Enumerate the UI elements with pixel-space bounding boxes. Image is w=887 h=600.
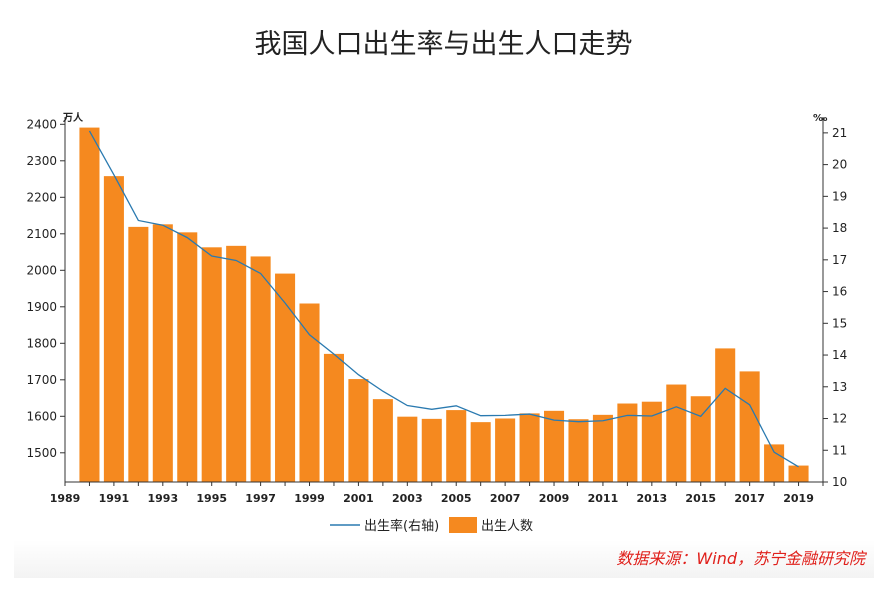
left-tick-label: 1900	[26, 300, 57, 314]
bar-2017	[739, 371, 760, 482]
left-tick-label: 1500	[26, 446, 57, 460]
bar-2005	[446, 410, 467, 482]
x-tick-label: 2009	[539, 492, 570, 505]
legend-births: 出生人数	[481, 519, 533, 534]
bar-1994	[177, 232, 198, 482]
bar-1998	[275, 273, 296, 482]
bar-1990	[79, 127, 100, 482]
bar-1999	[299, 303, 320, 482]
right-tick-label: 12	[832, 412, 847, 426]
left-tick-label: 1600	[26, 409, 57, 423]
x-tick-label: 2013	[637, 492, 668, 505]
right-tick-label: 11	[832, 443, 847, 457]
x-tick-label: 1993	[147, 492, 178, 505]
bar-2016	[715, 348, 736, 482]
right-axis-unit: ‰	[813, 113, 828, 124]
right-tick-label: 14	[832, 348, 847, 362]
bar-1995	[201, 247, 222, 482]
right-tick-label: 21	[832, 126, 847, 140]
bar-1991	[103, 176, 124, 482]
left-tick-label: 1800	[26, 336, 57, 350]
left-tick-label: 2400	[26, 117, 57, 131]
right-tick-label: 20	[832, 158, 847, 172]
right-tick-label: 17	[832, 253, 847, 267]
bar-2002	[372, 399, 393, 482]
bar-2013	[641, 401, 662, 482]
bar-1997	[250, 256, 271, 482]
x-tick-label: 2015	[685, 492, 716, 505]
x-tick-label: 1991	[99, 492, 130, 505]
bar-1992	[128, 226, 149, 482]
chart-title: 我国人口出生率与出生人口走势	[254, 29, 633, 60]
bar-2000	[323, 353, 344, 482]
x-tick-label: 2001	[343, 492, 374, 505]
bar-2001	[348, 379, 369, 482]
right-tick-label: 18	[832, 221, 847, 235]
x-tick-label: 2007	[490, 492, 521, 505]
bar-1996	[226, 245, 247, 482]
right-tick-label: 13	[832, 380, 847, 394]
bar-2011	[592, 414, 613, 482]
bar-2019	[788, 465, 809, 482]
x-tick-label: 1999	[294, 492, 325, 505]
bar-2018	[764, 444, 785, 482]
bar-2012	[617, 403, 638, 482]
x-tick-label: 1997	[245, 492, 276, 505]
x-tick-label: 2003	[392, 492, 423, 505]
bar-2006	[470, 422, 491, 482]
left-tick-label: 2200	[26, 190, 57, 204]
x-tick-label: 2011	[588, 492, 619, 505]
x-tick-label: 2005	[441, 492, 472, 505]
left-axis-unit: 万人	[62, 111, 84, 124]
bar-2007	[495, 418, 516, 482]
birth-rate-line	[88, 130, 799, 468]
bar-1993	[152, 224, 173, 482]
bar-2003	[397, 416, 418, 482]
x-tick-label: 1989	[50, 492, 81, 505]
right-tick-label: 10	[832, 475, 847, 489]
x-tick-label: 2019	[783, 492, 814, 505]
legend-bar-swatch	[449, 517, 477, 533]
footer-shadow	[14, 540, 874, 578]
bar-2015	[690, 396, 711, 482]
bar-2004	[421, 418, 442, 482]
left-tick-label: 2300	[26, 154, 57, 168]
right-tick-label: 19	[832, 189, 847, 203]
bar-2014	[666, 384, 687, 482]
left-tick-label: 1700	[26, 373, 57, 387]
left-tick-label: 2100	[26, 227, 57, 241]
legend-birth-rate: 出生率(右轴)	[364, 518, 439, 534]
x-tick-label: 1995	[196, 492, 227, 505]
right-tick-label: 15	[832, 316, 847, 330]
bar-2010	[568, 419, 589, 482]
bar-2008	[519, 413, 540, 482]
x-tick-label: 2017	[734, 492, 765, 505]
left-tick-label: 2000	[26, 263, 57, 277]
source-note: 数据来源：Wind，苏宁金融研究院	[616, 549, 865, 568]
bar-2009	[544, 410, 565, 482]
right-tick-label: 16	[832, 285, 847, 299]
